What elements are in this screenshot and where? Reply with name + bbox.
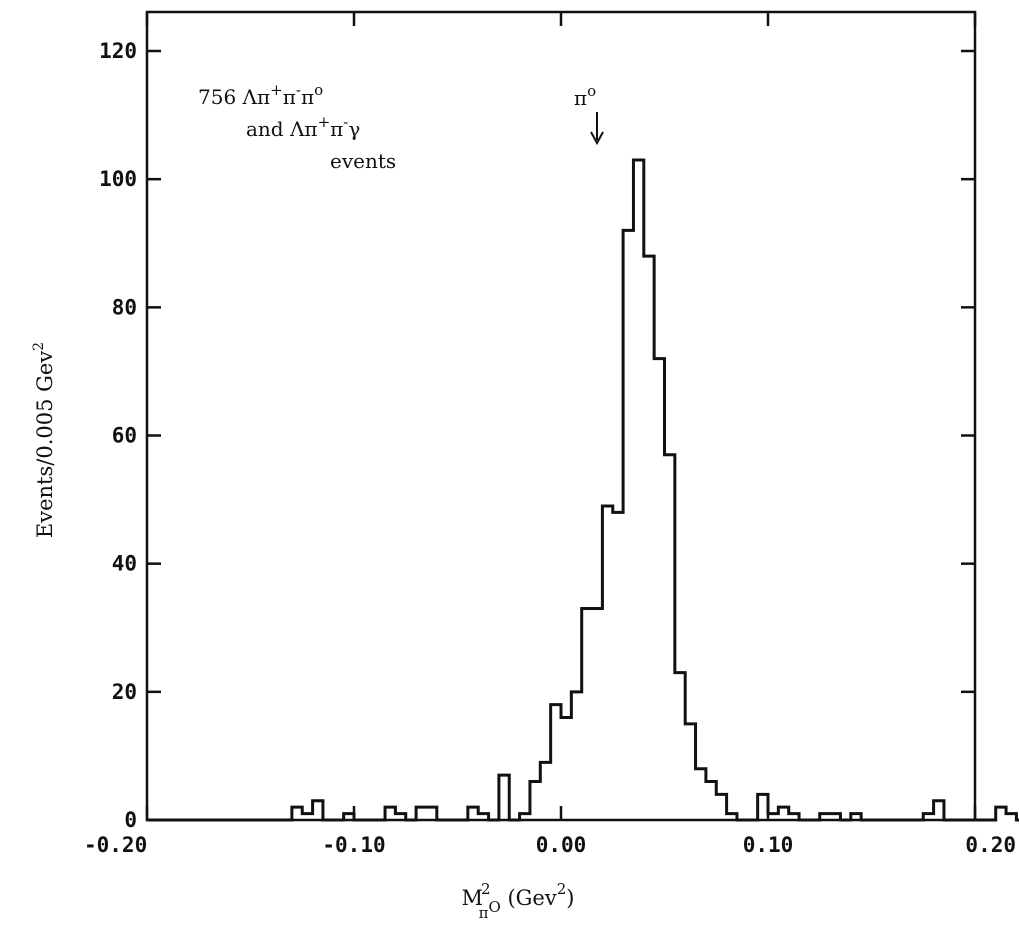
x-axis-label-base: M <box>462 886 484 910</box>
histogram-bin <box>778 807 788 820</box>
annotation-line-3: events <box>330 149 396 173</box>
histogram-bin <box>675 673 685 820</box>
histogram-bin <box>292 807 302 820</box>
histogram-bin <box>613 512 623 820</box>
x-tick-label: 0.20 <box>965 833 1016 857</box>
histogram-bin <box>530 782 540 820</box>
x-axis-label-close: ) <box>566 886 574 910</box>
x-axis-label-sub: π <box>479 904 489 922</box>
x-axis-label-subsup: O <box>488 898 500 916</box>
y-axis: 0 20 40 60 80 100 120 <box>99 39 975 832</box>
histogram-bin <box>551 705 561 820</box>
histogram-bin <box>426 807 436 820</box>
histogram-bin <box>571 692 581 820</box>
y-axis-label-sup: 2 <box>31 342 47 351</box>
y-axis-label-text: Events/0.005 Gev <box>33 351 57 538</box>
histogram-bin <box>633 160 643 820</box>
histogram-bin <box>623 230 633 820</box>
x-axis: -0.20 -0.10 0.00 0.10 0.20 <box>84 12 1016 857</box>
peak-arrow <box>590 112 604 146</box>
histogram-bin <box>416 807 426 820</box>
histogram-series <box>147 158 1019 822</box>
x-axis-label-sup: 2 <box>481 880 491 898</box>
histogram-bin <box>644 256 654 820</box>
y-tick-label: 120 <box>99 39 137 63</box>
histogram-bin <box>696 769 706 820</box>
histogram-bin <box>934 801 944 820</box>
histogram-bin <box>716 794 726 820</box>
y-tick-label: 80 <box>112 295 137 319</box>
histogram-bin <box>758 794 768 820</box>
y-tick-label: 100 <box>99 167 137 191</box>
histogram-bin <box>313 801 323 820</box>
x-axis-label-rest: (Gev <box>501 886 557 910</box>
x-tick-label: 0.00 <box>536 833 587 857</box>
histogram-bin <box>665 455 675 820</box>
x-axis-label-rest-sup: 2 <box>557 880 567 898</box>
x-tick-label: -0.10 <box>322 833 385 857</box>
y-tick-label: 40 <box>112 552 137 576</box>
y-tick-label: 60 <box>112 424 137 448</box>
histogram-bin <box>602 506 612 820</box>
histogram-bin <box>685 724 695 820</box>
y-tick-label: 0 <box>124 808 137 832</box>
histogram-bin <box>499 775 509 820</box>
annotation-line-2: and Λπ+π-γ <box>246 113 360 141</box>
histogram-bin <box>540 762 550 820</box>
histogram-bin <box>592 609 602 820</box>
histogram-bin <box>654 359 664 820</box>
histogram-bin <box>385 807 395 820</box>
histogram-bin <box>582 609 592 820</box>
histogram-bin <box>468 807 478 820</box>
histogram-bin <box>996 807 1006 820</box>
annotation-line-1: 756 Λπ+π-πo <box>198 81 323 109</box>
annotation-expr-1: Λπ <box>242 85 271 109</box>
histogram-bin <box>561 717 571 820</box>
y-tick-label: 20 <box>112 680 137 704</box>
y-axis-label: Events/0.005 Gev2 <box>31 342 57 538</box>
x-axis-label: M2 πO (Gev2) <box>462 880 575 922</box>
peak-label: πo <box>574 82 596 110</box>
annotation-count: 756 <box>198 85 236 109</box>
histogram-bin <box>706 782 716 820</box>
x-tick-label: 0.10 <box>743 833 794 857</box>
x-tick-label: -0.20 <box>84 833 147 857</box>
